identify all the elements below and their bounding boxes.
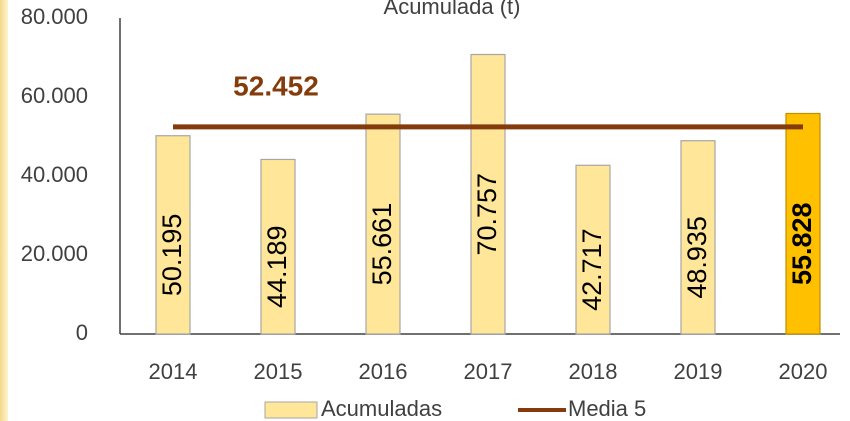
x-tick-label: 2017 (464, 359, 513, 384)
data-label: 50.195 (157, 214, 187, 297)
data-label: 55.828 (787, 202, 817, 285)
bar (260, 158, 296, 335)
y-tick-label: 20.000 (21, 241, 88, 266)
bar (365, 113, 401, 335)
data-label: 44.189 (262, 225, 292, 308)
data-label: 70.757 (472, 173, 502, 256)
chart-title: Acumulada (t) (384, 0, 521, 19)
x-tick-label: 2019 (674, 359, 723, 384)
bar (680, 140, 716, 335)
data-label: 55.661 (367, 203, 397, 286)
average-label: 52.452 (233, 70, 319, 101)
bar (785, 112, 821, 335)
bar (575, 164, 611, 335)
side-strip (0, 0, 8, 421)
y-tick-label: 40.000 (21, 162, 88, 187)
legend-label: Acumuladas (321, 396, 442, 421)
y-tick-label: 0 (76, 320, 88, 345)
x-tick-label: 2018 (569, 359, 618, 384)
data-label: 42.717 (577, 228, 607, 311)
data-label: 48.935 (682, 216, 712, 299)
x-tick-label: 2015 (254, 359, 303, 384)
legend-swatch (264, 401, 318, 419)
legend-label: Media 5 (568, 396, 646, 421)
y-tick-label: 60.000 (21, 83, 88, 108)
x-tick-label: 2020 (779, 359, 828, 384)
y-tick-label: 80.000 (21, 4, 88, 29)
bar (155, 135, 191, 335)
bar (470, 53, 506, 335)
x-tick-label: 2016 (359, 359, 408, 384)
x-tick-label: 2014 (149, 359, 198, 384)
